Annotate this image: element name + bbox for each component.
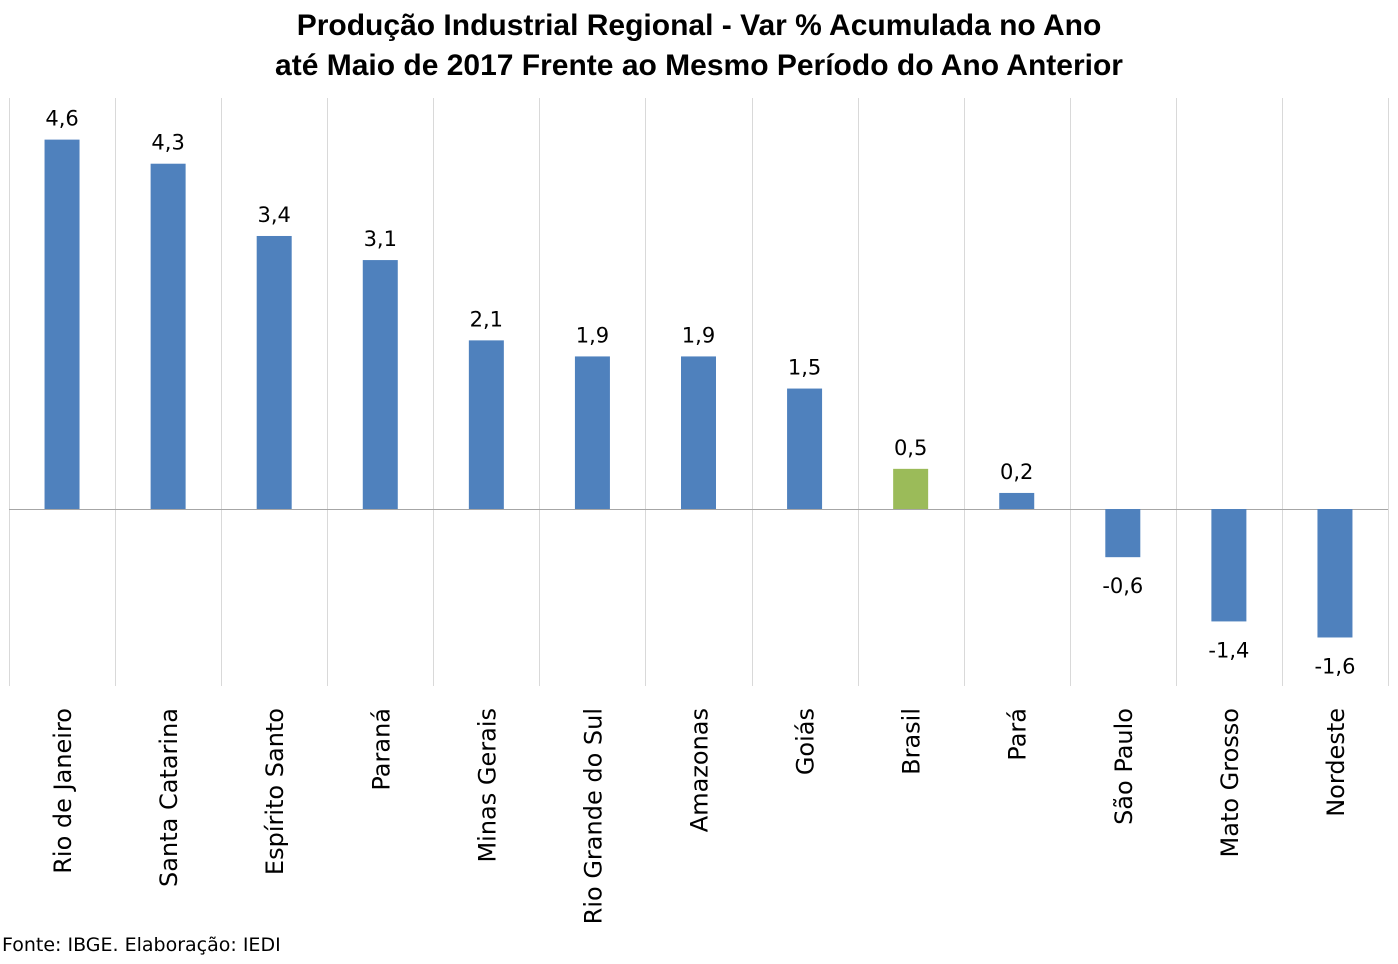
category-label: Mato Grosso [1216, 708, 1244, 857]
bar [893, 468, 929, 509]
bar [256, 235, 292, 510]
data-label: -1,6 [1314, 654, 1355, 678]
data-label: -1,4 [1208, 638, 1249, 662]
category-label: São Paulo [1110, 708, 1138, 825]
data-label: 0,5 [894, 436, 927, 460]
category-label: Rio de Janeiro [49, 708, 77, 874]
bar [787, 388, 823, 509]
data-label: 1,5 [788, 356, 821, 380]
bar [574, 356, 610, 509]
bar [362, 260, 398, 509]
category-label: Minas Gerais [473, 708, 501, 863]
bar [1105, 509, 1141, 558]
category-label: Nordeste [1322, 708, 1350, 817]
category-label: Rio Grande do Sul [579, 708, 607, 924]
bar [44, 139, 80, 509]
source-note: Fonte: IBGE. Elaboração: IEDI [2, 934, 281, 956]
chart-title: Produção Industrial Regional - Var % Acu… [0, 6, 1398, 86]
category-label: Pará [1004, 708, 1032, 761]
bar [1317, 509, 1353, 638]
category-label: Espírito Santo [261, 708, 289, 875]
data-label: 3,4 [257, 203, 290, 227]
data-label: 1,9 [682, 323, 715, 347]
chart-title-line2: até Maio de 2017 Frente ao Mesmo Período… [275, 49, 1123, 82]
data-label: 3,1 [364, 227, 397, 251]
data-label: 4,3 [151, 131, 184, 155]
data-label: -0,6 [1102, 574, 1143, 598]
data-label: 0,2 [1000, 460, 1033, 484]
bar [999, 492, 1035, 509]
bar [681, 356, 716, 509]
data-label: 2,1 [470, 307, 503, 331]
chart-title-line1: Produção Industrial Regional - Var % Acu… [296, 9, 1102, 42]
category-label: Goiás [792, 708, 820, 775]
category-label: Amazonas [686, 708, 714, 832]
bar [468, 340, 504, 509]
category-label: Santa Catarina [155, 708, 183, 887]
bar [1211, 509, 1247, 622]
bar-chart: 4,6 Rio de Janeiro 4,3 Santa Catarina 3,4 Esp… [9, 98, 1389, 924]
data-label: 4,6 [45, 107, 78, 131]
category-label: Paraná [367, 708, 395, 791]
data-label: 1,9 [576, 323, 609, 347]
category-label: Brasil [898, 708, 926, 775]
bar [150, 163, 186, 509]
